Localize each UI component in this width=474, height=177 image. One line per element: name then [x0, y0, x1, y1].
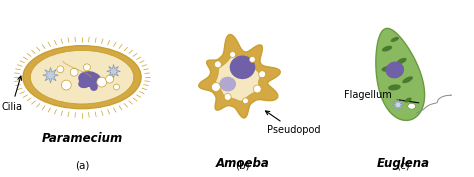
Text: Flagellum: Flagellum — [344, 90, 419, 103]
Polygon shape — [392, 99, 404, 111]
Ellipse shape — [23, 46, 141, 109]
Ellipse shape — [388, 84, 401, 90]
Text: Pseudopod: Pseudopod — [265, 111, 320, 135]
Text: Paramecium: Paramecium — [41, 132, 123, 145]
Polygon shape — [216, 56, 260, 101]
Ellipse shape — [83, 64, 91, 71]
Ellipse shape — [214, 61, 221, 68]
Ellipse shape — [61, 80, 71, 90]
Ellipse shape — [30, 50, 134, 104]
Ellipse shape — [402, 76, 413, 83]
Ellipse shape — [253, 85, 261, 93]
Polygon shape — [107, 64, 120, 78]
Ellipse shape — [230, 56, 255, 79]
Polygon shape — [43, 67, 58, 83]
Ellipse shape — [408, 103, 416, 109]
Ellipse shape — [78, 78, 92, 88]
Ellipse shape — [78, 71, 101, 87]
Ellipse shape — [382, 46, 392, 52]
Ellipse shape — [397, 58, 407, 64]
Ellipse shape — [382, 65, 395, 72]
Ellipse shape — [259, 71, 265, 78]
Ellipse shape — [404, 98, 411, 103]
Text: Euglena: Euglena — [376, 157, 429, 170]
Ellipse shape — [106, 75, 114, 83]
Ellipse shape — [70, 68, 78, 76]
Ellipse shape — [211, 83, 220, 92]
Text: (c): (c) — [396, 161, 410, 171]
Polygon shape — [376, 28, 425, 120]
Ellipse shape — [224, 93, 231, 100]
Ellipse shape — [114, 84, 119, 90]
Text: (b): (b) — [235, 161, 250, 171]
Ellipse shape — [219, 77, 236, 92]
Text: (a): (a) — [75, 161, 89, 171]
Ellipse shape — [243, 98, 248, 104]
Text: Amoeba: Amoeba — [216, 157, 269, 170]
Text: Cilia: Cilia — [1, 76, 22, 112]
Ellipse shape — [90, 83, 98, 91]
Ellipse shape — [97, 77, 107, 87]
Ellipse shape — [249, 56, 255, 62]
Ellipse shape — [385, 62, 404, 78]
Ellipse shape — [230, 52, 236, 58]
Ellipse shape — [57, 66, 64, 73]
Polygon shape — [199, 35, 280, 118]
Ellipse shape — [391, 37, 399, 42]
